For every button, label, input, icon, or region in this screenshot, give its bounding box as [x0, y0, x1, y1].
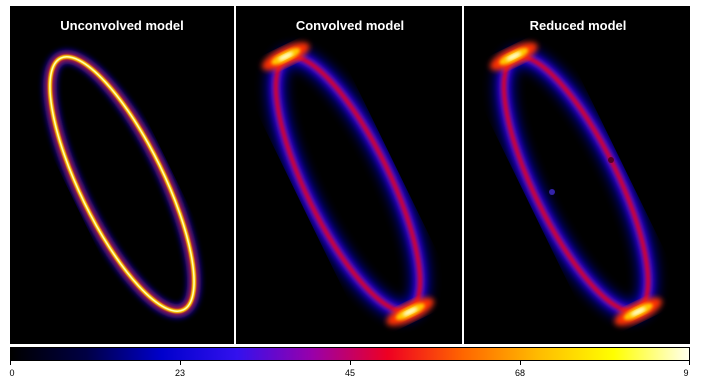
panel-convolved: Convolved model	[238, 6, 462, 344]
colorbar-tick	[350, 361, 351, 365]
panel-divider	[234, 6, 236, 344]
artifact-dot	[608, 157, 614, 163]
colorbar-tick-label: 9	[683, 368, 689, 378]
colorbar-tick	[180, 361, 181, 365]
colorbar	[10, 347, 690, 361]
panel-title: Reduced model	[529, 18, 627, 33]
panel-reduced: Reduced model	[466, 6, 690, 344]
colorbar-tick-label: 0	[9, 368, 15, 378]
colorbar-tick	[520, 361, 521, 365]
ellipse-image-unconvolved	[42, 49, 202, 319]
colorbar-tick-label: 68	[514, 368, 526, 378]
ellipse-image-convolved	[262, 42, 434, 326]
panel-title: Convolved model	[295, 18, 405, 33]
artifact-dot	[549, 189, 555, 195]
panel-unconvolved: Unconvolved model	[10, 6, 234, 344]
colorbar-tick	[10, 361, 11, 365]
colorbar-tick	[689, 361, 690, 365]
panel-divider	[462, 6, 464, 344]
panel-title: Unconvolved model	[60, 18, 184, 33]
colorbar-tick-label: 45	[344, 368, 356, 378]
colorbar-tick-label: 23	[174, 368, 186, 378]
ellipse-image-reduced	[490, 42, 662, 326]
image-panels: Unconvolved model Convolved m	[10, 6, 690, 344]
